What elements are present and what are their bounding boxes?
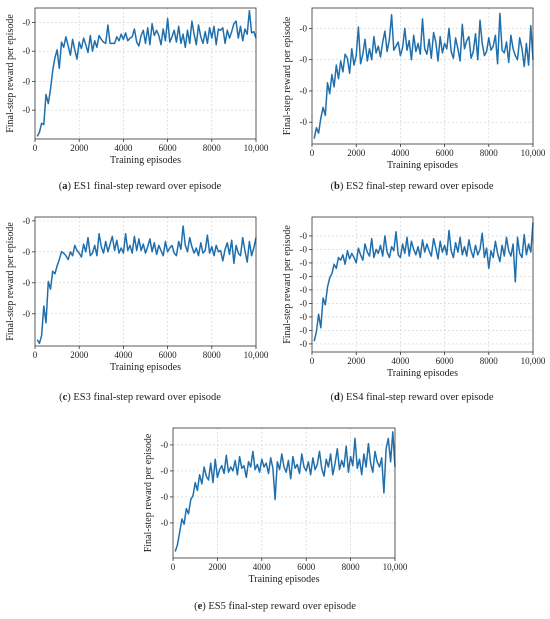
panel-a-frame (34, 7, 257, 140)
panel-a-y-tick-label-0: -0 (23, 17, 31, 27)
panel-e-y-tick-label-3: -0 (161, 518, 169, 528)
panel-c-x-tick-label-2: 4000 (114, 350, 133, 360)
panel-a-x-axis-label: Training episodes (110, 155, 181, 166)
panel-b-y-axis-label: Final-step reward per episode (282, 16, 293, 135)
panel-b-y-tick-label-2: -0 (300, 86, 308, 96)
panel-d-y-tick-label-2: -0 (300, 258, 308, 268)
panel-d-x-tick-label-0: 0 (310, 356, 315, 366)
panel-d-y-tick-label-8: -0 (300, 339, 308, 349)
panel-a-x-tick-label-5: 10,000 (244, 143, 269, 153)
panel-a-x-tick-label-3: 6000 (159, 143, 178, 153)
panel-d-y-tick-label-0: -0 (300, 231, 308, 241)
panel-a-y-tick-label-3: -0 (23, 105, 31, 115)
panel-b-x-tick-label-4: 8000 (480, 148, 499, 158)
panel-c-frame (34, 216, 257, 347)
panel-a-x-tick-label-4: 8000 (203, 143, 222, 153)
panel-d-series-line (313, 222, 534, 342)
panel-e-x-tick-label-5: 10,000 (383, 562, 408, 572)
panel-a-y-tick-label-2: -0 (23, 76, 31, 86)
panel-c-x-tick-label-5: 10,000 (244, 350, 269, 360)
panel-a-y-tick-label-1: -0 (23, 46, 31, 56)
panel-b-x-axis-label: Training episodes (387, 160, 458, 171)
panel-e-x-tick-label-0: 0 (171, 562, 176, 572)
panel-c-x-tick-label-0: 0 (33, 350, 38, 360)
panel-b-x-tick-label-2: 4000 (391, 148, 410, 158)
panel-a-x-tick-label-0: 0 (33, 143, 38, 153)
panel-d-y-tick-label-4: -0 (300, 285, 308, 295)
panel-b-x-tick-label-0: 0 (310, 148, 315, 158)
caption-a: (a) ES1 final-step reward over episode (58, 181, 222, 192)
panel-d-y-tick-label-6: -0 (300, 312, 308, 322)
panel-c-x-tick-label-4: 8000 (203, 350, 222, 360)
panel-b-x-tick-label-3: 6000 (436, 148, 455, 158)
panel-d-y-tick-label-5: -0 (300, 298, 308, 308)
panel-d-x-tick-label-4: 8000 (480, 356, 499, 366)
panel-c-y-axis-label: Final-step reward per episode (5, 222, 16, 341)
panel-e-x-tick-label-4: 8000 (342, 562, 361, 572)
caption-d: (d) ES4 final-step reward over episode (330, 392, 494, 403)
panel-c-y-tick-label-2: -0 (23, 278, 31, 288)
panel-e-x-tick-label-1: 2000 (208, 562, 227, 572)
panel-e-x-axis-label: Training episodes (248, 574, 319, 585)
panel-c-y-tick-label-0: -0 (23, 216, 31, 226)
caption-b: (b) ES2 final-step reward over episode (330, 181, 494, 192)
panel-c-x-tick-label-1: 2000 (70, 350, 89, 360)
panel-d-x-tick-label-5: 10,000 (521, 356, 546, 366)
panel-d-y-tick-label-1: -0 (300, 244, 308, 254)
panel-e-y-tick-label-0: -0 (161, 440, 169, 450)
panel-b-series-line (313, 12, 534, 139)
panel-d-x-tick-label-3: 6000 (436, 356, 455, 366)
panel-e-frame (172, 427, 396, 559)
panel-b-frame (311, 7, 534, 145)
panel-d-frame (311, 216, 534, 353)
panel-c-y-tick-label-3: -0 (23, 309, 31, 319)
panel-d-x-tick-label-2: 4000 (391, 356, 410, 366)
panel-c-x-axis-label: Training episodes (110, 362, 181, 373)
panel-d-x-axis-label: Training episodes (387, 368, 458, 379)
panel-e-y-axis-label: Final-step reward per episode (143, 433, 154, 552)
panel-e-x-tick-label-2: 4000 (253, 562, 272, 572)
panel-e-y-tick-label-1: -0 (161, 466, 169, 476)
panel-c-series-line (36, 225, 257, 345)
panel-b-y-tick-label-1: -0 (300, 55, 308, 65)
panel-b-y-tick-label-3: -0 (300, 117, 308, 127)
panel-e-y-tick-label-2: -0 (161, 492, 169, 502)
caption-e: (e) ES5 final-step reward over episode (194, 601, 356, 612)
panel-a-x-tick-label-2: 4000 (114, 143, 133, 153)
panel-d-y-tick-label-3: -0 (300, 271, 308, 281)
panel-a-series-line (36, 9, 257, 137)
panel-c-x-tick-label-3: 6000 (159, 350, 178, 360)
panel-a-x-tick-label-1: 2000 (70, 143, 89, 153)
panel-b-x-tick-label-5: 10,000 (521, 148, 546, 158)
panel-d-y-tick-label-7: -0 (300, 325, 308, 335)
panel-b-y-tick-label-0: -0 (300, 23, 308, 33)
panel-e-series-line (174, 431, 396, 552)
panel-e-x-tick-label-3: 6000 (297, 562, 316, 572)
panel-d-y-axis-label: Final-step reward per episode (282, 225, 293, 344)
panel-d-x-tick-label-1: 2000 (347, 356, 366, 366)
panel-c-y-tick-label-1: -0 (23, 247, 31, 257)
panel-a-y-axis-label: Final-step reward per episode (5, 14, 16, 133)
panel-b-x-tick-label-1: 2000 (347, 148, 366, 158)
caption-c: (c) ES3 final-step reward over episode (59, 392, 221, 403)
